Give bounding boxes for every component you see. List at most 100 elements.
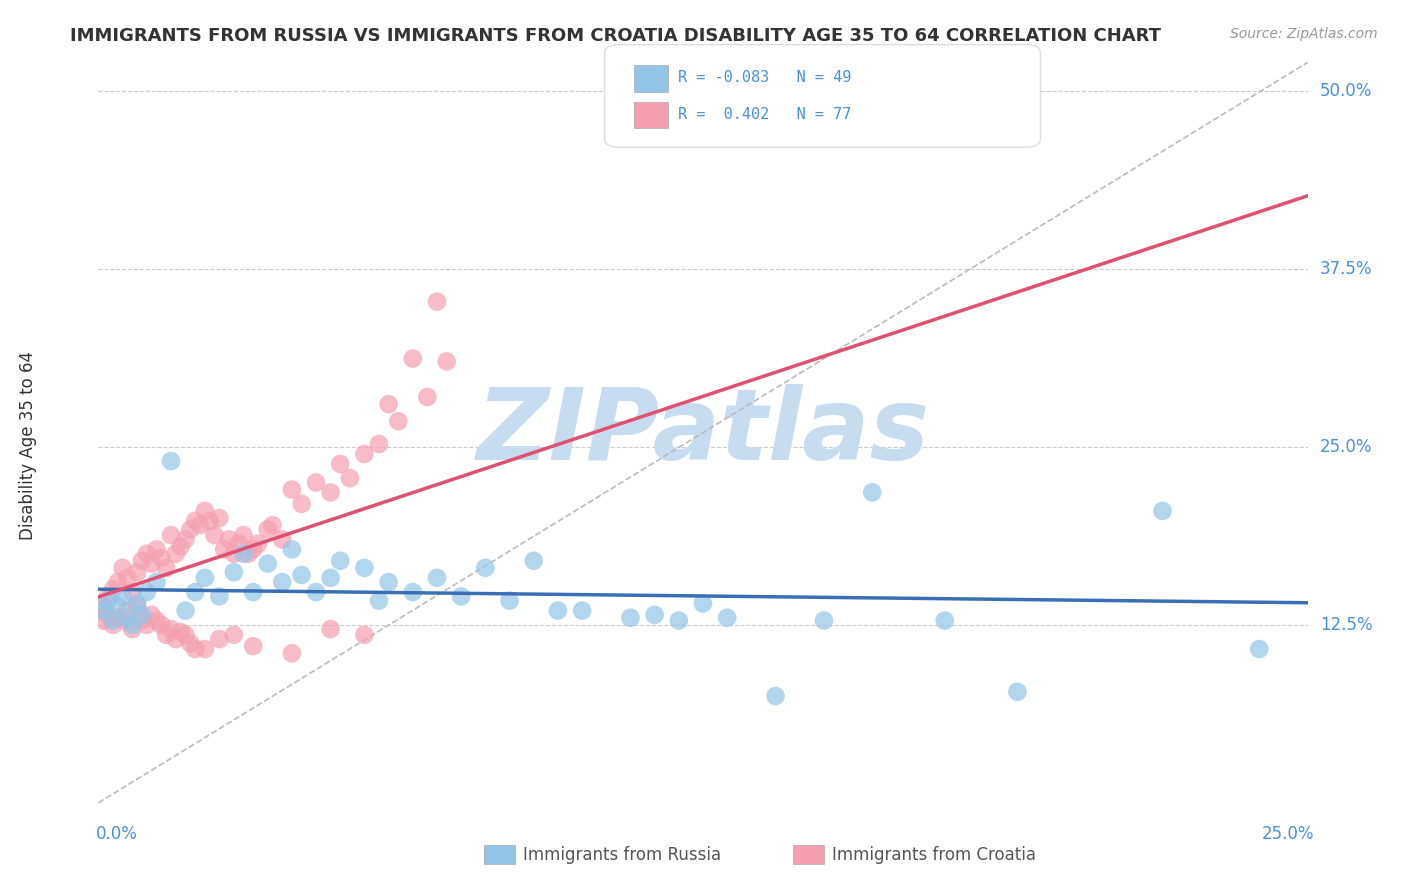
Point: [319, 622, 342, 636]
Point: [208, 511, 231, 525]
Point: [450, 590, 472, 604]
Point: [474, 561, 496, 575]
Text: 25.0%: 25.0%: [1320, 438, 1372, 456]
Text: R = -0.083   N = 49: R = -0.083 N = 49: [678, 70, 851, 85]
Point: [131, 554, 153, 568]
Point: [353, 447, 375, 461]
Point: [135, 585, 157, 599]
Point: [97, 607, 120, 622]
Text: 37.5%: 37.5%: [1320, 260, 1372, 278]
Point: [222, 565, 245, 579]
Point: [256, 523, 278, 537]
Point: [184, 642, 207, 657]
Point: [262, 518, 284, 533]
Point: [1249, 642, 1271, 657]
Point: [232, 547, 254, 561]
Point: [101, 582, 124, 597]
Point: [305, 475, 328, 490]
Point: [319, 485, 342, 500]
Point: [619, 611, 641, 625]
Text: Immigrants from Croatia: Immigrants from Croatia: [832, 846, 1036, 863]
Text: ZIPatlas: ZIPatlas: [477, 384, 929, 481]
Point: [174, 628, 197, 642]
Point: [765, 689, 787, 703]
Point: [107, 599, 129, 614]
Point: [145, 542, 167, 557]
Point: [135, 617, 157, 632]
Point: [242, 542, 264, 557]
Point: [1007, 685, 1029, 699]
Point: [141, 557, 163, 571]
Point: [145, 614, 167, 628]
Point: [174, 604, 197, 618]
Point: [228, 537, 250, 551]
Point: [716, 611, 738, 625]
Point: [117, 611, 139, 625]
Point: [107, 575, 129, 590]
Point: [281, 646, 304, 660]
Point: [271, 575, 294, 590]
Point: [127, 597, 149, 611]
Point: [281, 542, 304, 557]
Point: [121, 622, 143, 636]
Point: [111, 614, 134, 628]
Point: [107, 611, 129, 625]
Point: [271, 533, 294, 547]
Point: [402, 351, 425, 366]
Point: [290, 568, 312, 582]
Point: [281, 483, 304, 497]
Point: [97, 593, 120, 607]
Point: [934, 614, 956, 628]
Point: [860, 485, 883, 500]
Point: [204, 528, 226, 542]
Point: [121, 617, 143, 632]
Point: [169, 624, 191, 639]
Point: [387, 414, 409, 428]
Text: 50.0%: 50.0%: [1320, 82, 1372, 100]
Point: [194, 504, 217, 518]
Point: [91, 604, 114, 618]
Point: [160, 454, 183, 468]
Point: [208, 632, 231, 646]
Point: [339, 471, 361, 485]
Point: [368, 593, 391, 607]
Point: [155, 628, 177, 642]
Point: [377, 575, 399, 590]
Point: [131, 614, 153, 628]
Point: [232, 528, 254, 542]
Point: [208, 590, 231, 604]
Point: [238, 547, 260, 561]
Point: [1152, 504, 1174, 518]
Point: [174, 533, 197, 547]
Text: 12.5%: 12.5%: [1320, 615, 1372, 634]
Point: [813, 614, 835, 628]
Point: [160, 622, 183, 636]
Point: [127, 599, 149, 614]
Point: [222, 628, 245, 642]
Text: 0.0%: 0.0%: [96, 825, 138, 843]
Text: Immigrants from Russia: Immigrants from Russia: [523, 846, 721, 863]
Point: [329, 554, 352, 568]
Point: [160, 528, 183, 542]
Point: [194, 642, 217, 657]
Point: [135, 547, 157, 561]
Point: [179, 636, 201, 650]
Point: [165, 547, 187, 561]
Point: [377, 397, 399, 411]
Text: Source: ZipAtlas.com: Source: ZipAtlas.com: [1230, 27, 1378, 41]
Point: [668, 614, 690, 628]
Point: [169, 540, 191, 554]
Point: [256, 557, 278, 571]
Point: [329, 457, 352, 471]
Point: [353, 628, 375, 642]
Point: [101, 614, 124, 628]
Point: [198, 514, 221, 528]
Point: [101, 617, 124, 632]
Point: [155, 561, 177, 575]
Point: [498, 593, 520, 607]
Point: [305, 585, 328, 599]
Point: [145, 575, 167, 590]
Point: [319, 571, 342, 585]
Text: 25.0%: 25.0%: [1263, 825, 1315, 843]
Point: [127, 565, 149, 579]
